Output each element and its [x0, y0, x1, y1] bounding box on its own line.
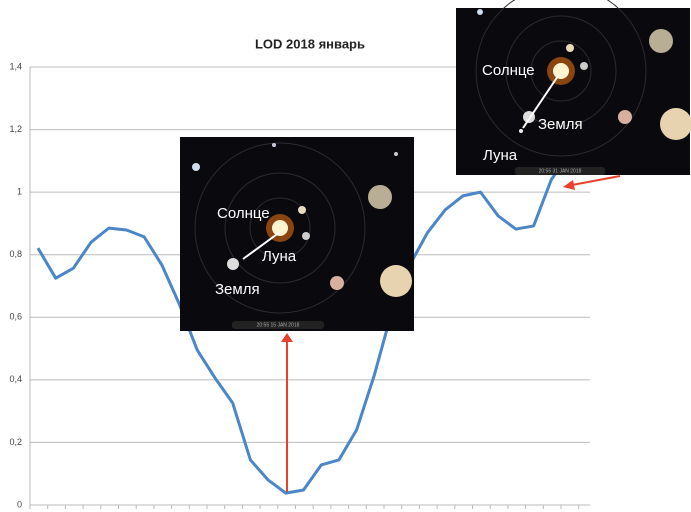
- arrow: [281, 175, 621, 492]
- timestamp: 20:55 15 JAN 2018: [257, 322, 300, 328]
- y-tick-label: 0,8: [9, 249, 22, 259]
- y-tick-label: 1,2: [9, 124, 22, 134]
- inset-image: 20:55 31 JAN 2018 Солнце Луна Земля: [456, 0, 691, 175]
- chart-title: LOD 2018 январь: [255, 36, 365, 51]
- moon-label: Луна: [483, 147, 518, 164]
- earth-label: Земля: [215, 281, 260, 298]
- inset-image: 20:55 15 JAN 2018 Солнце Луна Земля: [180, 137, 414, 331]
- y-tick-label: 1: [17, 187, 22, 197]
- timestamp: 20:55 31 JAN 2018: [539, 168, 582, 174]
- y-tick-label: 0,2: [9, 437, 22, 447]
- earth-label: Земля: [538, 116, 583, 133]
- y-tick-label: 0,6: [9, 312, 22, 322]
- sun-label: Солнце: [482, 62, 535, 79]
- moon-label: Луна: [262, 248, 297, 265]
- data-line: [36, 153, 571, 495]
- y-tick-label: 1,4: [9, 61, 22, 71]
- y-tick-label: 0: [17, 499, 22, 509]
- sun-label: Солнце: [217, 205, 270, 222]
- y-tick-label: 0,4: [9, 374, 22, 384]
